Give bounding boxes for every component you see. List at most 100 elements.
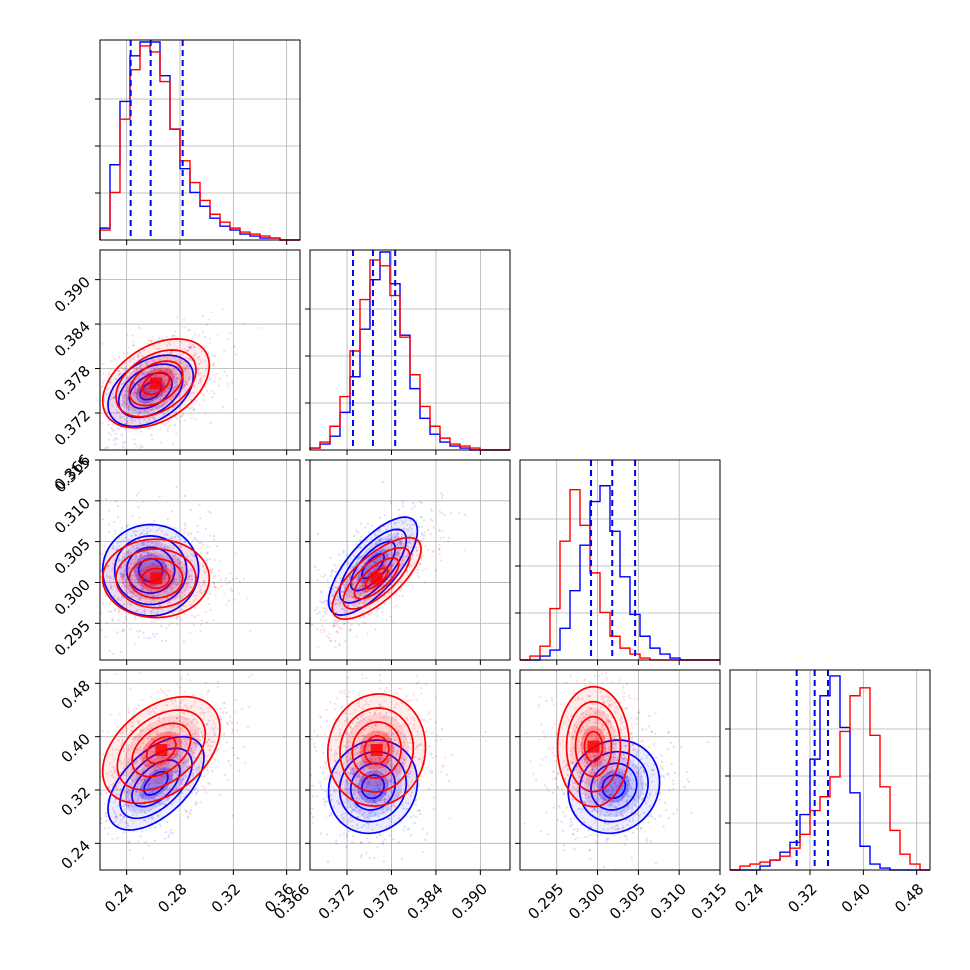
- scatter-point-red: [137, 719, 140, 723]
- scatter-point-red: [119, 651, 122, 654]
- scatter-point-red: [347, 733, 350, 736]
- scatter-point-red: [146, 737, 149, 741]
- scatter-point-blue: [120, 526, 123, 529]
- scatter-point-red: [117, 599, 120, 602]
- scatter-point-blue: [402, 522, 405, 525]
- scatter-point-blue: [330, 570, 333, 573]
- scatter-point-blue: [384, 787, 387, 790]
- scatter-point-blue: [332, 806, 335, 809]
- scatter-point-red: [111, 563, 115, 566]
- scatter-point-blue: [184, 368, 187, 371]
- scatter-point-blue: [136, 581, 139, 584]
- scatter-point-blue: [343, 801, 346, 804]
- scatter-point-red: [172, 702, 175, 706]
- scatter-point-red: [143, 542, 146, 546]
- scatter-point-red: [80, 440, 82, 442]
- scatter-point-blue: [410, 532, 413, 535]
- scatter-point-red: [80, 404, 82, 406]
- scatter-point-red: [427, 549, 430, 552]
- scatter-point-red: [117, 611, 120, 614]
- scatter-point-red: [177, 706, 180, 709]
- scatter-point-blue: [138, 418, 141, 421]
- scatter-point-blue: [335, 839, 338, 843]
- scatter-point-blue: [373, 814, 376, 817]
- scatter-point-blue: [172, 554, 176, 558]
- scatter-point-red: [147, 370, 150, 373]
- scatter-point-blue: [164, 831, 167, 834]
- scatter-point-blue: [319, 784, 323, 787]
- scatter-point-blue: [407, 827, 410, 831]
- scatter-point-red: [189, 376, 192, 379]
- scatter-point-red: [172, 526, 175, 530]
- scatter-point-blue: [343, 622, 346, 625]
- scatter-point-red: [195, 597, 198, 600]
- scatter-point-blue: [179, 779, 182, 782]
- scatter-point-blue: [383, 798, 386, 801]
- scatter-point-red: [127, 584, 130, 588]
- scatter-point-blue: [140, 543, 143, 546]
- scatter-point-red: [185, 381, 188, 384]
- scatter-point-blue: [388, 824, 391, 828]
- scatter-point-blue: [153, 374, 156, 378]
- scatter-point-red: [109, 368, 112, 371]
- scatter-point-red: [174, 350, 177, 353]
- scatter-point-blue: [106, 411, 109, 414]
- scatter-point-blue: [143, 779, 146, 782]
- scatter-point-red: [151, 563, 154, 567]
- scatter-point-blue: [153, 839, 156, 842]
- scatter-point-blue: [389, 539, 393, 542]
- scatter-point-blue: [127, 789, 130, 792]
- scatter-point-blue: [355, 806, 358, 809]
- scatter-point-blue: [133, 578, 137, 582]
- scatter-point-blue: [369, 815, 372, 818]
- scatter-point-blue: [122, 575, 125, 578]
- scatter-point-blue: [318, 781, 321, 784]
- scatter-point-blue: [153, 390, 156, 393]
- scatter-point-blue: [96, 580, 98, 582]
- scatter-point-red: [141, 355, 144, 358]
- scatter-point-blue: [187, 345, 190, 348]
- scatter-point-red: [212, 576, 215, 579]
- scatter-point-red: [160, 775, 163, 778]
- scatter-point-blue: [111, 807, 114, 810]
- scatter-point-blue: [330, 813, 333, 817]
- scatter-point-blue: [146, 577, 149, 581]
- scatter-point-blue: [181, 770, 184, 773]
- scatter-point-red: [160, 755, 164, 758]
- scatter-point-blue: [114, 443, 117, 446]
- scatter-point-blue: [140, 564, 143, 567]
- scatter-point-red: [173, 742, 176, 746]
- scatter-point-red: [124, 561, 127, 564]
- scatter-point-blue: [363, 760, 366, 763]
- scatter-point-blue: [342, 818, 345, 821]
- scatter-point-blue: [119, 403, 122, 406]
- scatter-point-blue: [122, 628, 125, 631]
- scatter-point-blue: [160, 405, 163, 408]
- scatter-point-red: [202, 543, 205, 547]
- scatter-point-red: [189, 568, 192, 571]
- scatter-point-red: [113, 585, 116, 588]
- scatter-point-red: [95, 566, 97, 568]
- scatter-point-red: [202, 399, 205, 402]
- scatter-point-blue: [414, 546, 417, 549]
- scatter-point-blue: [183, 384, 186, 387]
- scatter-point-blue: [160, 764, 163, 767]
- scatter-point-red: [119, 813, 123, 817]
- scatter-point-blue: [184, 524, 187, 527]
- scatter-point-blue: [356, 772, 359, 776]
- scatter-point-blue: [377, 530, 380, 533]
- scatter-point-red: [135, 393, 138, 396]
- scatter-point-blue: [185, 382, 188, 385]
- scatter-point-blue: [447, 779, 450, 783]
- scatter-point-red: [121, 585, 124, 588]
- scatter-point-red: [397, 554, 400, 557]
- scatter-point-blue: [143, 780, 146, 783]
- scatter-point-red: [129, 419, 132, 422]
- scatter-point-blue: [147, 817, 151, 820]
- scatter-point-blue: [175, 417, 179, 420]
- scatter-point-blue: [199, 589, 202, 592]
- scatter-point-blue: [127, 747, 130, 750]
- scatter-point-red: [151, 608, 154, 611]
- scatter-point-red: [169, 739, 172, 742]
- scatter-point-blue: [191, 772, 195, 775]
